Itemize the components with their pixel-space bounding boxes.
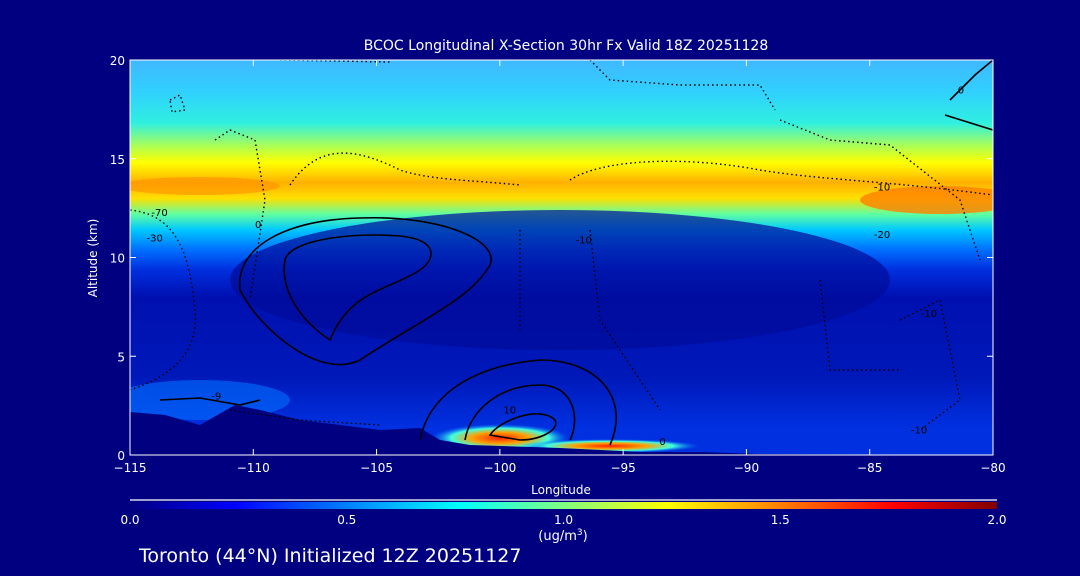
x-tick-label: −90 [734,461,759,475]
colorbar-tick-label: 1.5 [771,513,790,527]
contour-label: -10 [911,425,927,436]
colorbar-tick-label: 0.0 [120,513,139,527]
contours [159,60,993,446]
contour-label: -10 [874,182,890,193]
x-tick-label: −110 [237,461,270,475]
contour-label: -10 [576,236,592,247]
chart-title: BCOC Longitudinal X-Section 30hr Fx Vali… [364,38,768,54]
colorbar-ticks: 0.0 0.5 1.0 1.5 2.0 [120,513,1006,527]
colorbar-tick-label: 0.5 [337,513,356,527]
colorbar-unit-text: (ug/m [538,529,577,544]
dotted-contours [130,60,993,431]
y-tick-label: 15 [110,153,125,167]
y-tick-label: 5 [117,350,125,364]
contour-label: -9 [211,392,221,403]
contour-label: -30 [146,234,162,245]
dark-region [230,210,890,350]
y-axis: 0 5 10 15 20 [110,54,993,463]
colorbar-unit-sup: 3 [577,528,583,538]
contour-label: -70 [151,208,167,219]
footer-initialization: Toronto (44°N) Initialized 12Z 20251127 [138,545,522,567]
contour-label: 0 [255,220,261,231]
colorbar-unit-close: ) [583,529,588,544]
y-axis-label: Altitude (km) [86,219,100,298]
x-tick-label: −100 [483,461,516,475]
contour-label: -10 [921,309,937,320]
colorbar-tick-label: 1.0 [554,513,573,527]
terrain [130,405,993,455]
x-axis-label: Longitude [531,483,591,497]
colorbar-unit: (ug/m3) [538,528,587,544]
x-tick-label: −115 [114,461,147,475]
contour-label: -20 [874,230,890,241]
contour-label: 0 [958,86,964,97]
x-tick-label: −80 [980,461,1005,475]
field: 0 -70 -30 -10 -20 0 10 0 -10 -10 -10 -9 [130,60,993,455]
y-tick-label: 0 [117,449,125,463]
orange-band-east [860,186,993,214]
x-tick-label: −95 [610,461,635,475]
x-axis: −115 −110 −105 −100 −95 −90 −85 −80 [114,60,1006,475]
x-tick-label: −85 [857,461,882,475]
contour-labels: 0 -70 -30 -10 -20 0 10 0 -10 -10 -10 -9 [146,86,964,449]
y-tick-label: 20 [110,54,125,68]
contour-label: 10 [503,406,516,417]
colorbar-tick-label: 2.0 [987,513,1006,527]
x-tick-label: −105 [360,461,393,475]
colorbar [130,502,997,509]
contour-label: 0 [659,437,665,448]
y-tick-label: 10 [110,252,125,266]
orange-band-west [130,177,280,195]
